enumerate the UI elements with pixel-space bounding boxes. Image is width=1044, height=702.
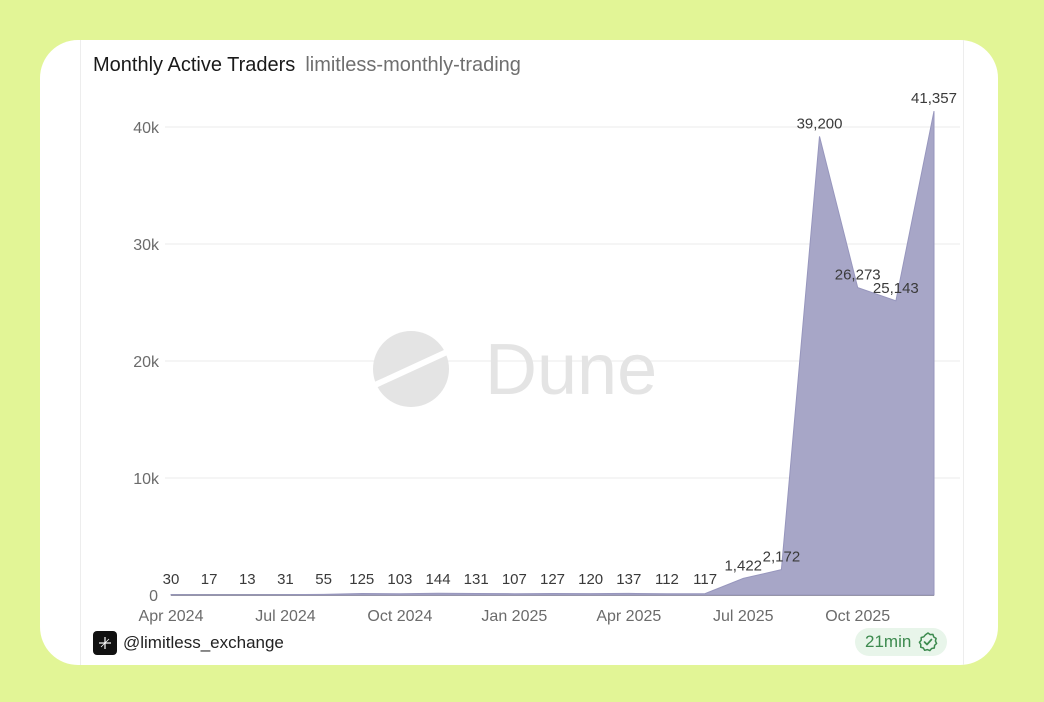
data-label: 107 — [502, 571, 527, 588]
y-tick-label: 30k — [133, 237, 160, 254]
x-tick-label: Oct 2024 — [367, 608, 432, 625]
data-label: 41,357 — [911, 90, 957, 107]
x-tick-label: Jul 2024 — [255, 608, 316, 625]
data-label: 120 — [578, 571, 603, 588]
y-tick-label: 20k — [133, 354, 160, 371]
data-label: 131 — [464, 571, 489, 588]
y-axis-ticks: 0 10k 20k 30k 40k — [133, 120, 160, 605]
x-tick-label: Jul 2025 — [713, 608, 774, 625]
x-tick-label: Oct 2025 — [825, 608, 890, 625]
data-label: 144 — [426, 571, 451, 588]
data-label: 39,200 — [797, 115, 843, 132]
data-label: 26,273 — [835, 267, 881, 284]
data-labels: 30 17 13 31 55 125 103 144 131 107 127 120 137 112 117… — [163, 90, 957, 588]
area-series-fill — [170, 111, 935, 596]
x-tick-label: Jan 2025 — [481, 608, 547, 625]
author-handle[interactable]: @limitless_exchange — [93, 631, 284, 655]
dune-logo-icon — [373, 331, 451, 407]
data-label: 112 — [655, 571, 679, 588]
data-label: 13 — [239, 571, 256, 588]
y-tick-label: 0 — [149, 588, 158, 605]
y-tick-label: 40k — [133, 120, 160, 137]
y-tick-label: 10k — [133, 471, 160, 488]
refresh-time: 21min — [865, 632, 912, 651]
data-label: 17 — [201, 571, 218, 588]
data-label: 103 — [387, 571, 412, 588]
x-axis-ticks: Apr 2024 Jul 2024 Oct 2024 Jan 2025 Apr 2025… — [139, 608, 891, 625]
chart-title: Monthly Active Traders — [93, 54, 296, 76]
x-tick-label: Apr 2024 — [139, 608, 204, 625]
limitless-logo-icon — [93, 631, 117, 655]
area-chart: Dune 0 10k 20k 30k 40k Apr 2024 Jul 2024 Oct 2… — [133, 90, 960, 625]
data-label: 31 — [277, 571, 294, 588]
check-circle-icon — [917, 631, 939, 653]
data-label: 25,143 — [873, 280, 919, 297]
watermark-text: Dune — [485, 330, 657, 410]
data-label: 2,172 — [763, 549, 801, 566]
data-label: 137 — [616, 571, 641, 588]
query-name[interactable]: limitless-monthly-trading — [305, 54, 521, 76]
data-label: 1,422 — [724, 557, 762, 574]
data-label: 127 — [540, 571, 565, 588]
chart-card: Monthly Active Traders limitless-monthly-… — [40, 40, 998, 665]
x-tick-label: Apr 2025 — [596, 608, 661, 625]
data-label: 55 — [315, 571, 332, 588]
chart-panel — [80, 40, 964, 665]
series-area — [170, 111, 935, 596]
dune-watermark: Dune — [373, 330, 657, 410]
refresh-badge[interactable]: 21min — [855, 628, 948, 656]
data-label: 117 — [693, 571, 717, 588]
chart-header: Monthly Active Traders limitless-monthly-… — [93, 52, 521, 78]
data-label: 30 — [163, 571, 180, 588]
handle-text: @limitless_exchange — [123, 633, 284, 652]
data-label: 125 — [349, 571, 374, 588]
